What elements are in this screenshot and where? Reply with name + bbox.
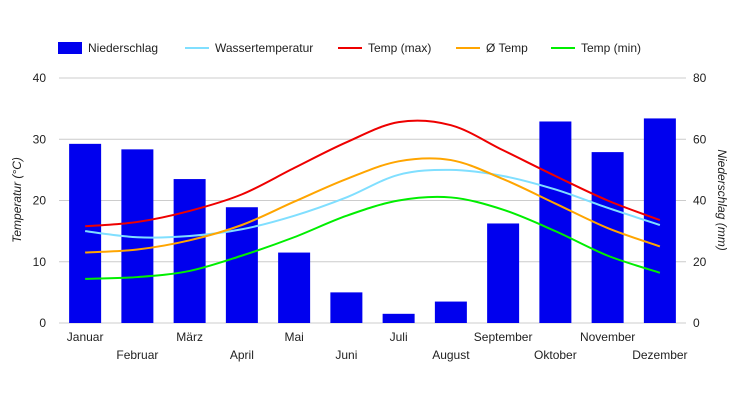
line-wassertemperatur	[85, 168, 661, 239]
x-tick-label: Dezember	[632, 348, 687, 362]
y-tick-label: 0	[39, 316, 46, 330]
x-tick-label: August	[432, 348, 470, 362]
legend-swatch	[58, 42, 82, 54]
y-tick-label: 20	[33, 194, 47, 208]
y-axis-title: Temperatur (°C)	[10, 157, 24, 243]
precipitation-bar	[278, 252, 311, 323]
y2-tick-label: 0	[693, 316, 700, 330]
y2-axis-title: Niederschlag (mm)	[715, 149, 729, 250]
legend-label: Temp (min)	[581, 41, 641, 55]
precipitation-bar	[330, 292, 363, 323]
y2-tick-label: 40	[693, 194, 707, 208]
precipitation-bars	[69, 118, 676, 323]
x-tick-label: September	[474, 330, 533, 344]
x-tick-label: März	[176, 330, 203, 344]
precipitation-bar	[434, 301, 467, 323]
x-tick-label: Februar	[116, 348, 158, 362]
x-tick-label: Oktober	[534, 348, 577, 362]
y-tick-label: 30	[33, 132, 47, 146]
axis-ticks: 0 10 20 30 40 0 20 40 60 80 Januar Februar März April…	[33, 71, 707, 362]
y2-tick-label: 80	[693, 71, 707, 85]
line-temp-max	[85, 119, 661, 228]
x-tick-label: Juni	[335, 348, 357, 362]
legend: Niederschlag Wassertemperatur Temp (max) Ø …	[58, 41, 641, 55]
x-tick-label: April	[230, 348, 254, 362]
legend-label: Niederschlag	[88, 41, 158, 55]
precipitation-bar	[539, 121, 572, 323]
x-tick-label: Mai	[284, 330, 303, 344]
legend-label: Temp (max)	[368, 41, 431, 55]
line-temp-min	[85, 195, 661, 280]
x-tick-label: Juli	[390, 330, 408, 344]
x-tick-label: Januar	[67, 330, 104, 344]
y-tick-label: 10	[33, 255, 47, 269]
y2-tick-label: 60	[693, 132, 707, 146]
gridlines	[59, 77, 686, 324]
precipitation-bar	[382, 313, 415, 323]
x-tick-label: November	[580, 330, 635, 344]
legend-label: Wassertemperatur	[215, 41, 313, 55]
line-temp	[85, 157, 661, 254]
y2-tick-label: 20	[693, 255, 707, 269]
precipitation-bar	[591, 152, 624, 323]
legend-label: Ø Temp	[486, 41, 528, 55]
y-tick-label: 40	[33, 71, 47, 85]
precipitation-bar	[173, 179, 206, 323]
temperature-lines	[85, 119, 661, 280]
precipitation-bar	[487, 223, 520, 323]
